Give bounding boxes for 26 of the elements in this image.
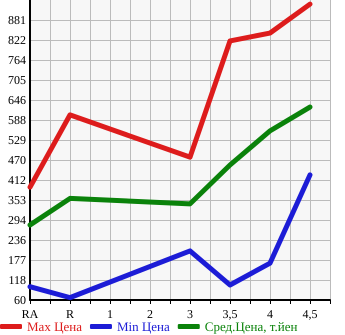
x-tick-label: 4	[267, 307, 273, 321]
x-tick-label: 4,5	[302, 307, 318, 321]
y-tick-label: 177	[8, 253, 26, 268]
x-tick-label: 1	[107, 307, 113, 321]
legend-label: Max Цена	[27, 319, 82, 334]
legend-label: Min Цена	[116, 319, 170, 334]
y-tick-label: 705	[8, 73, 26, 88]
y-tick-label: 470	[8, 153, 26, 168]
x-tick-label: RA	[22, 307, 39, 321]
x-tick-label: 3	[187, 307, 193, 321]
y-tick-label: 646	[8, 93, 26, 108]
y-tick-label: 881	[8, 13, 26, 28]
y-tick-label: 822	[8, 33, 26, 48]
y-tick-label: 294	[8, 213, 26, 228]
y-tick-label: 412	[8, 173, 26, 187]
y-tick-label: 529	[8, 133, 26, 148]
x-tick-label: 2	[147, 307, 153, 321]
x-tick-label: 3,5	[222, 307, 238, 321]
y-tick-label: 588	[8, 113, 26, 127]
y-tick-label: 764	[8, 53, 26, 67]
x-tick-label: R	[66, 307, 74, 321]
y-tick-label: 118	[8, 273, 26, 288]
y-tick-label: 236	[8, 233, 26, 247]
y-tick-label: 60	[14, 293, 26, 307]
y-tick-label: 353	[8, 193, 26, 208]
legend-label: Сред.Цена, т.йен	[204, 319, 298, 334]
